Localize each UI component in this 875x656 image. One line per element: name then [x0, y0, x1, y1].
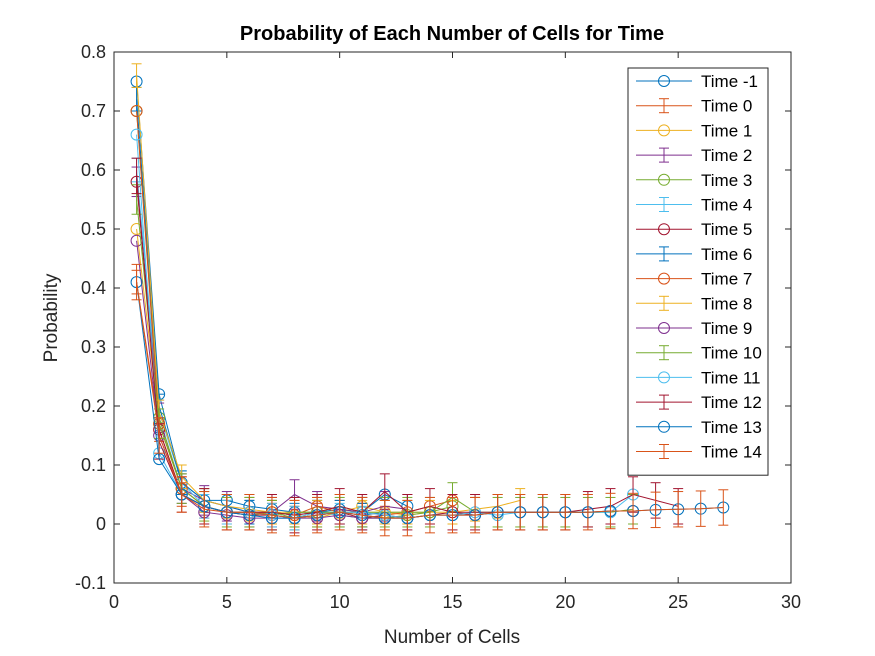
y-tick-label: 0.5 — [81, 219, 106, 239]
legend-item: Time 1 — [636, 121, 752, 140]
legend-item: Time 12 — [636, 393, 762, 412]
legend-item: Time 4 — [636, 196, 752, 215]
x-tick-label: 30 — [781, 592, 801, 612]
legend-label: Time 8 — [701, 294, 752, 313]
legend-item: Time 9 — [636, 319, 752, 338]
x-tick-label: 0 — [109, 592, 119, 612]
y-tick-label: 0.1 — [81, 455, 106, 475]
legend-label: Time 4 — [701, 196, 752, 215]
y-tick-label: 0.8 — [81, 42, 106, 62]
legend-label: Time 11 — [701, 368, 761, 387]
legend-marker — [658, 173, 670, 186]
legend-marker — [658, 420, 670, 433]
y-tick-label: 0.7 — [81, 101, 106, 121]
y-tick-label: 0.6 — [81, 160, 106, 180]
legend-label: Time 7 — [701, 270, 752, 289]
legend-box — [627, 67, 769, 476]
legend-marker — [658, 322, 670, 334]
legend-item: Time -1 — [636, 72, 758, 91]
legend-label: Time 14 — [701, 443, 762, 462]
legend-item: Time 5 — [636, 220, 752, 239]
legend-item: Time 13 — [636, 418, 762, 437]
x-tick-label: 25 — [668, 592, 688, 612]
x-tick-label: 10 — [330, 592, 350, 612]
legend-label: Time 1 — [701, 121, 752, 140]
legend-item: Time 6 — [636, 245, 752, 264]
legend-marker — [658, 371, 670, 384]
x-tick-label: 15 — [442, 592, 462, 612]
legend-label: Time 12 — [701, 393, 762, 412]
x-tick-label: 20 — [555, 592, 575, 612]
legend-label: Time 2 — [701, 146, 752, 165]
data-point — [130, 105, 143, 117]
y-tick-label: -0.1 — [75, 573, 106, 593]
legend-item: Time 2 — [636, 146, 752, 165]
legend-item: Time 11 — [636, 368, 761, 387]
legend-label: Time 9 — [701, 319, 752, 338]
y-tick-label: 0.3 — [81, 337, 106, 357]
legend-marker — [658, 75, 670, 87]
data-point — [130, 128, 143, 141]
chart-title: Probability of Each Number of Cells for … — [240, 23, 664, 45]
legend-label: Time 6 — [701, 245, 752, 264]
legend-label: Time 5 — [701, 220, 752, 239]
legend-label: Time 10 — [701, 344, 762, 363]
legend-marker — [658, 124, 670, 137]
series-15 — [131, 263, 729, 537]
x-tick-label: 5 — [222, 592, 232, 612]
legend-item: Time 8 — [636, 294, 752, 313]
legend: Time -1 Time 0 Time 1 Time 2 Time 3 Time 4 Tim… — [627, 67, 769, 476]
legend-item: Time 0 — [636, 97, 752, 116]
legend-marker — [658, 223, 670, 236]
legend-label: Time 0 — [701, 97, 752, 116]
legend-label: Time 3 — [701, 171, 752, 190]
legend-label: Time 13 — [701, 418, 762, 437]
y-tick-label: 0.2 — [81, 396, 106, 416]
legend-item: Time 3 — [636, 171, 752, 190]
legend-item: Time 7 — [636, 270, 752, 289]
y-tick-label: 0.4 — [81, 278, 106, 298]
legend-item: Time 10 — [636, 344, 762, 363]
legend-marker — [658, 272, 670, 285]
x-axis-label: Number of Cells — [384, 627, 520, 648]
legend-label: Time -1 — [701, 72, 758, 91]
y-axis-label: Probability — [41, 273, 62, 362]
legend-item: Time 14 — [636, 443, 762, 462]
y-tick-label: 0 — [96, 514, 106, 534]
